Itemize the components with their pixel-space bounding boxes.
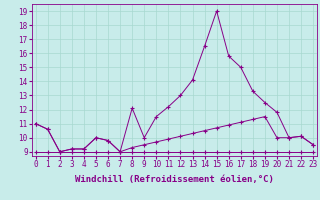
X-axis label: Windchill (Refroidissement éolien,°C): Windchill (Refroidissement éolien,°C) (75, 175, 274, 184)
